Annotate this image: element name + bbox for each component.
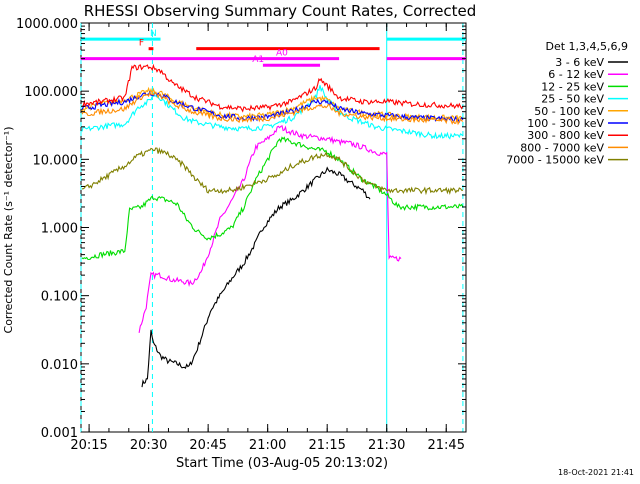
y-tick-label: 0.001 [41,426,78,441]
y-tick-label: 100.000 [24,85,78,100]
legend-label: 300 - 800 keV [527,129,604,142]
y-tick-label: 10.000 [33,153,79,168]
annotation-label: N [150,29,157,39]
series-line [81,85,464,140]
legend-label: 6 - 12 keV [548,68,604,81]
series-line [141,166,371,388]
x-axis: 20:15 20:30 20:45 21:00 21:15 21:30 21:45 [70,23,465,453]
x-tick-label: 20:30 [130,438,167,453]
series-line [82,146,463,196]
plot-area: NF A0 A1 [80,22,467,433]
series-line [138,124,402,333]
plot-frame [80,22,467,433]
y-tick-label: 1000.000 [16,17,78,32]
legend-label: 800 - 7000 keV [520,141,604,154]
x-tick-label: 20:45 [189,438,226,453]
x-tick-label: 21:45 [428,438,465,453]
series-line [81,63,464,113]
series-line [81,86,464,123]
series-line [81,136,464,261]
footer-timestamp: 18-Oct-2021 21:41 [558,468,634,477]
legend-label: 7000 - 15000 keV [506,154,604,167]
x-tick-label: 20:15 [70,438,107,453]
y-tick-label: 0.100 [41,290,78,305]
x-tick-label: 21:15 [308,438,345,453]
legend-title: Det 1,3,4,5,6,9 [545,40,628,53]
y-tick-label: 1.000 [41,222,78,237]
x-tick-label: 21:30 [368,438,405,453]
chart-title: RHESSI Observing Summary Count Rates, Co… [84,2,477,20]
y-axis: 1000.000 100.000 10.000 1.000 0.100 0.010 0.00… [16,17,466,441]
annotation-label: A0 [276,49,288,59]
annotation-label: A1 [252,55,264,65]
legend-label: 50 - 100 keV [534,105,604,118]
legend-label: 3 - 6 keV [555,56,604,69]
y-tick-label: 0.010 [41,358,78,373]
series-line [81,91,464,126]
x-axis-label: Start Time (03-Aug-05 20:13:02) [176,456,388,471]
legend-label: 25 - 50 keV [541,93,604,106]
annotation-label: F [139,39,144,49]
legend-label: 12 - 25 keV [541,80,604,93]
x-tick-label: 21:00 [249,438,286,453]
y-axis-label: Corrected Count Rate (s⁻¹ detector⁻¹) [2,127,15,334]
legend-label: 100 - 300 keV [527,117,604,130]
